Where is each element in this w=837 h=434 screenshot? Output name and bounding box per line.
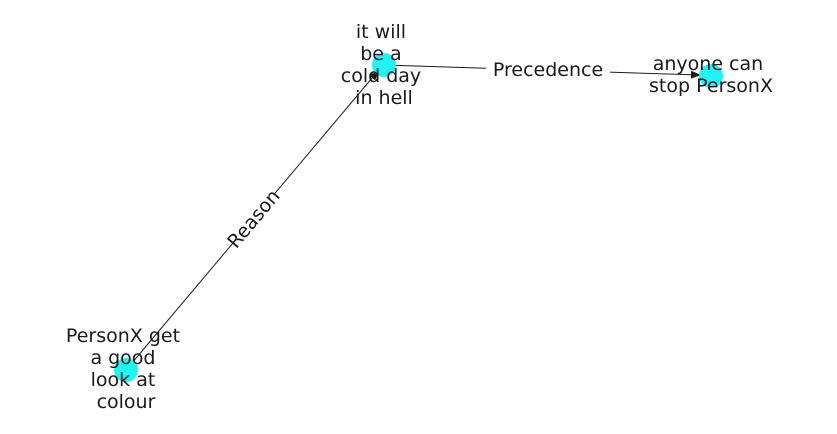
node-stop-label: anyone can stop PersonX	[649, 53, 773, 97]
node-cold-day-line-2: be a	[360, 43, 401, 65]
edge-reason-label-bg	[223, 186, 285, 252]
node-colour-line-4: colour	[97, 391, 156, 413]
node-stop-line-1: anyone can	[653, 53, 763, 75]
node-cold-day-line-3: cold day	[341, 65, 421, 87]
edge-precedence-label-bg	[486, 57, 610, 83]
node-cold-day-dot	[372, 53, 396, 77]
edge-precedence: Precedence	[383, 57, 701, 83]
node-colour: PersonX get a good look at colour	[66, 325, 186, 413]
node-cold-day: it will be a cold day in hell	[341, 21, 427, 109]
node-colour-line-1: PersonX get	[66, 325, 180, 347]
node-colour-dot	[114, 358, 138, 382]
node-stop-line-2: stop PersonX	[649, 75, 773, 97]
node-cold-day-line-4: in hell	[355, 87, 413, 109]
node-cold-day-line-1: it will	[356, 21, 406, 43]
node-colour-line-2: a good	[90, 347, 155, 369]
edge-precedence-label: Precedence	[493, 59, 603, 81]
node-colour-line-3: look at	[91, 369, 156, 391]
node-colour-label: PersonX get a good look at colour	[66, 325, 186, 413]
node-stop-dot	[699, 64, 723, 88]
node-cold-day-label: it will be a cold day in hell	[341, 21, 427, 109]
node-stop: anyone can stop PersonX	[649, 53, 773, 97]
edge-reason-label: Reason	[223, 185, 284, 252]
